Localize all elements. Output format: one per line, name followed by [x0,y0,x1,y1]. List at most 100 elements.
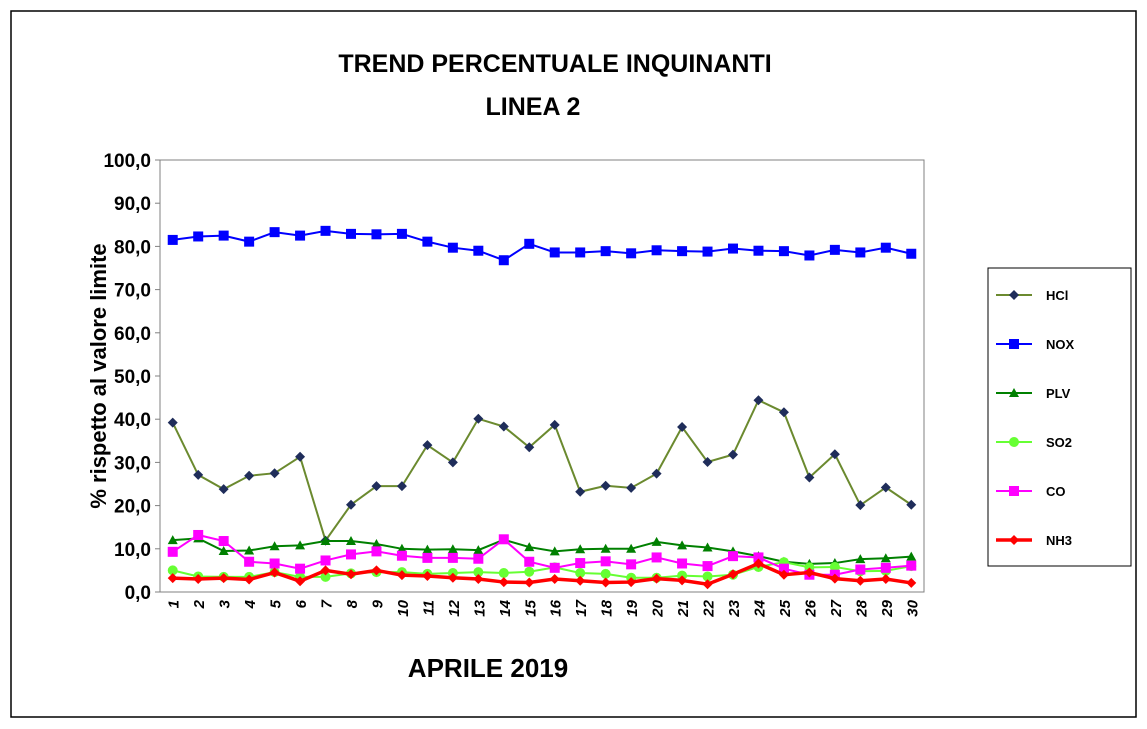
data-point [295,563,306,574]
y-tick-label: 100,0 [103,151,151,172]
data-point [244,236,255,247]
x-tick-label: 29 [879,599,896,617]
data-point [524,577,535,588]
data-point [524,556,535,567]
data-point [626,577,637,588]
data-point [575,486,586,497]
legend-marker [1009,486,1019,496]
data-point [167,535,178,545]
data-point [677,575,688,586]
data-point [447,552,458,563]
data-point [295,230,306,241]
x-tick-label: 14 [497,599,514,616]
data-point [906,551,917,561]
data-point [498,567,509,578]
y-tick-label: 50,0 [114,367,151,388]
data-point [269,541,280,551]
y-tick-label: 40,0 [114,410,151,431]
x-tick-label: 28 [853,599,870,617]
data-point [753,245,764,256]
data-point [651,245,662,256]
data-point [855,564,866,575]
x-tick-label: 6 [293,599,310,608]
data-point [422,571,433,582]
data-point [804,250,815,261]
data-point [295,576,306,587]
data-point [804,567,815,578]
data-point [677,558,688,569]
x-tick-label: 24 [751,599,768,617]
legend-marker [1009,437,1019,447]
data-point [600,568,611,579]
x-tick-label: 15 [522,599,539,616]
y-tick-label: 70,0 [114,281,151,302]
data-point [880,574,891,585]
x-tick-label: 10 [395,599,412,616]
x-tick-label: 8 [344,599,361,608]
data-point [473,245,484,256]
data-point [778,563,789,574]
data-point [702,246,713,257]
x-tick-label: 3 [217,599,234,608]
data-point [320,225,331,236]
x-tick-label: 20 [650,599,667,617]
data-point [269,567,280,578]
chart-frame [10,10,1137,718]
data-point [855,500,866,511]
data-point [829,244,840,255]
data-point [677,421,688,432]
y-tick-label: 0,0 [125,583,151,604]
data-point [269,468,280,479]
data-point [498,421,509,432]
data-point [371,229,382,240]
data-point [346,549,356,560]
x-tick-label: 17 [573,599,590,616]
series-line [171,398,912,543]
data-point [193,469,204,480]
x-tick-label: 30 [904,599,921,616]
data-point [320,565,331,576]
data-point [626,482,637,493]
data-point [396,228,407,239]
data-point [778,407,789,418]
data-point [371,539,382,549]
data-point [269,227,280,238]
data-point [702,571,713,582]
x-tick-label: 16 [548,599,565,616]
data-point [651,536,662,546]
data-point [193,574,204,585]
data-point [600,246,611,257]
legend-label: NH3 [1046,533,1072,548]
data-point [193,529,204,540]
data-point [473,574,484,585]
data-point [244,545,255,555]
data-point [218,545,229,555]
data-point [600,543,611,553]
data-point [447,544,458,554]
y-tick-label: 10,0 [114,540,151,561]
data-point [447,242,458,253]
data-point [778,569,789,580]
x-tick-label: 11 [420,600,437,616]
data-point [244,470,255,481]
data-point [346,569,356,580]
data-point [549,574,560,585]
data-point [473,567,484,578]
data-point [702,579,713,590]
data-point [906,499,917,510]
data-point [167,417,178,428]
data-point [600,577,611,588]
data-point [626,248,637,259]
data-point [728,243,738,254]
data-point [575,247,586,258]
data-point [753,552,764,563]
data-point [422,544,433,554]
data-point [702,561,713,572]
data-point [626,543,637,553]
data-point [575,567,586,578]
data-point [651,468,662,479]
data-point [728,449,738,460]
data-point [320,536,331,546]
data-point [855,554,866,564]
x-tick-label: 25 [777,599,794,617]
